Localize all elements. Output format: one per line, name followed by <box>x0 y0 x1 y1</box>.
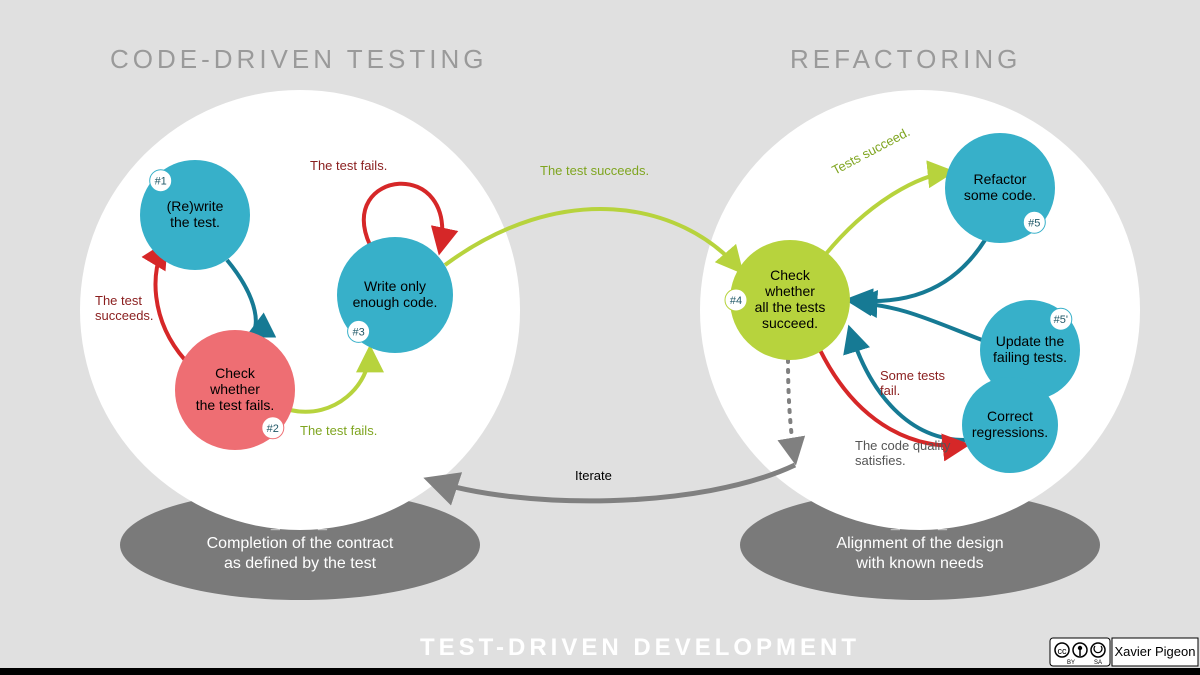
edge-label-9: fail. <box>880 383 900 398</box>
diagram-canvas: CODE-DRIVEN TESTING REFACTORING TEST-DRI… <box>0 0 1200 675</box>
edge-label-1: succeeds. <box>95 308 154 323</box>
author-label: Xavier Pigeon <box>1115 644 1196 659</box>
node-n2: Checkwhetherthe test fails. #2 <box>175 330 295 450</box>
node-n5: Refactorsome code. #5 <box>945 133 1055 243</box>
svg-text:succeed.: succeed. <box>762 315 818 331</box>
svg-text:BY: BY <box>1067 660 1075 666</box>
svg-text:whether: whether <box>764 283 815 299</box>
right-focus-line1: Alignment of the design <box>836 535 1003 552</box>
svg-text:Check: Check <box>215 365 256 381</box>
svg-text:Write only: Write only <box>364 278 426 294</box>
svg-text:regressions.: regressions. <box>972 424 1048 440</box>
bottom-title: TEST-DRIVEN DEVELOPMENT <box>420 634 860 661</box>
edge-label-1: The test <box>95 293 142 308</box>
svg-text:enough code.: enough code. <box>353 294 438 310</box>
svg-text:the test.: the test. <box>170 214 220 230</box>
svg-text:#3: #3 <box>352 326 364 338</box>
node-n5c: Correctregressions. <box>962 377 1058 473</box>
svg-text:some code.: some code. <box>964 187 1036 203</box>
left-title: CODE-DRIVEN TESTING <box>110 44 487 74</box>
left-focus-line1: Completion of the contract <box>207 535 394 552</box>
right-focus-label: _focus_ <box>890 515 948 532</box>
svg-text:whether: whether <box>209 381 260 397</box>
node-n3: Write onlyenough code. #3 <box>337 237 453 353</box>
bottom-bar <box>0 668 1200 675</box>
svg-text:#1: #1 <box>155 176 167 188</box>
edge-label-9: Some tests <box>880 368 946 383</box>
edge-label-11: Iterate <box>575 468 612 483</box>
svg-text:Refactor: Refactor <box>974 171 1027 187</box>
right-title: REFACTORING <box>790 44 1021 74</box>
svg-text:Check: Check <box>770 267 811 283</box>
svg-text:Correct: Correct <box>987 408 1033 424</box>
node-n1: (Re)writethe test. #1 <box>140 160 250 270</box>
svg-text:Update the: Update the <box>996 333 1065 349</box>
edge-label-3: The test fails. <box>310 158 387 173</box>
svg-text:all the tests: all the tests <box>755 299 826 315</box>
edge-label-4: The test succeeds. <box>540 163 649 178</box>
svg-text:#5: #5 <box>1028 217 1040 229</box>
attribution-badge: cc BY SA Xavier Pigeon <box>1050 638 1198 666</box>
svg-text:SA: SA <box>1094 660 1102 666</box>
svg-text:#5': #5' <box>1054 314 1068 326</box>
svg-text:(Re)write: (Re)write <box>167 198 224 214</box>
left-focus-label: _focus_ <box>270 515 328 532</box>
edge-label-2: The test fails. <box>300 423 377 438</box>
svg-text:failing tests.: failing tests. <box>993 349 1067 365</box>
right-focus-line2: with known needs <box>855 555 983 572</box>
edge-label-10: The code quality <box>855 438 951 453</box>
left-focus-line2: as defined by the test <box>224 555 377 572</box>
edge-label-10: satisfies. <box>855 453 906 468</box>
svg-text:#2: #2 <box>267 423 279 435</box>
svg-text:cc: cc <box>1058 646 1068 656</box>
svg-text:#4: #4 <box>730 295 742 307</box>
svg-text:the test fails.: the test fails. <box>196 397 275 413</box>
